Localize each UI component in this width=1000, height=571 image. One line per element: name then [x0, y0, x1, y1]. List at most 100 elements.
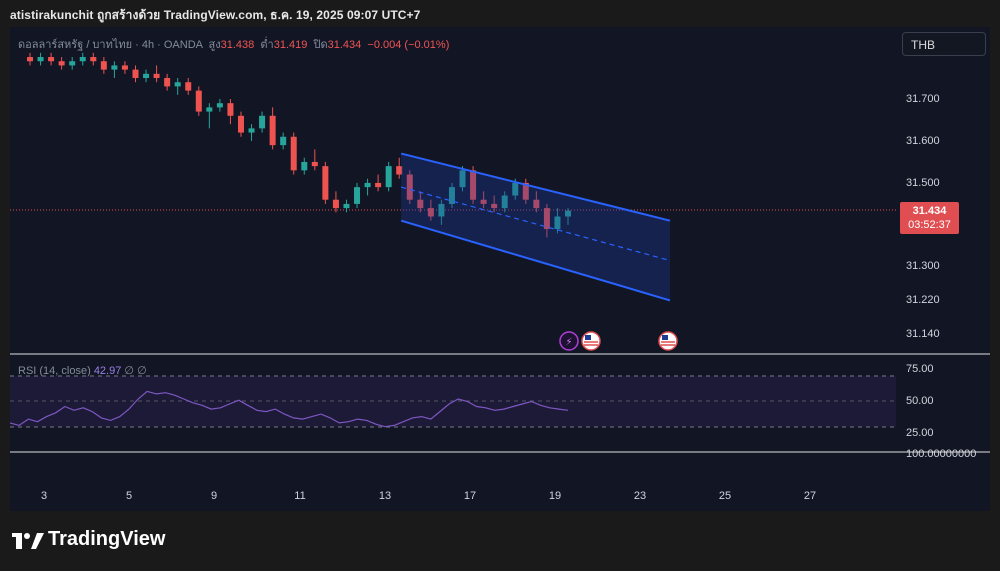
candle-body: [311, 161, 318, 167]
candle-body: [206, 107, 213, 112]
candle-body: [343, 203, 350, 209]
x-tick: 11: [294, 490, 306, 502]
rsi-tick: 25.00: [906, 427, 934, 439]
svg-text:⚡: ⚡: [565, 337, 572, 348]
candle-body: [143, 73, 150, 79]
rsi-value: 42.97: [93, 365, 122, 377]
candle-body: [522, 182, 529, 200]
channel-fill: [401, 153, 670, 301]
x-tick: 23: [633, 490, 647, 502]
candle-body: [554, 216, 561, 230]
chart-panel[interactable]: [10, 27, 990, 511]
chart-caption: atistirakunchit ถูกสร้างด้วย TradingView…: [10, 8, 421, 22]
candle-body: [533, 199, 540, 209]
high-label: สูง: [208, 39, 221, 51]
high-value: 31.438: [220, 39, 255, 51]
candle-body: [111, 65, 118, 70]
price-tick: 31.700: [906, 93, 940, 105]
channel-lower-line[interactable]: [400, 219, 671, 302]
x-tick: 13: [378, 490, 392, 502]
candle-body: [216, 103, 223, 108]
candle-body: [227, 103, 234, 116]
x-tick: 5: [125, 490, 133, 502]
x-tick: 17: [463, 490, 477, 502]
x-tick: 19: [548, 490, 562, 502]
us-flag-icon[interactable]: [658, 331, 678, 351]
tradingview-logo-icon: [12, 533, 44, 549]
rsi-tick: 50.00: [906, 395, 934, 407]
candle-body: [269, 115, 276, 146]
candle-body: [332, 199, 339, 209]
candle-body: [248, 128, 255, 133]
candle-body: [164, 78, 171, 87]
candle-body: [427, 208, 434, 217]
candle-body: [48, 57, 55, 62]
candle-body: [132, 69, 139, 79]
rsi-overflow-tick: 100.00000000: [906, 448, 977, 460]
candle-body: [69, 61, 76, 66]
candle-body: [280, 136, 287, 146]
rsi-extra-2: ∅: [137, 365, 147, 377]
channel-upper-line[interactable]: [400, 152, 671, 222]
candle-body: [491, 203, 498, 209]
candle-body: [27, 57, 33, 62]
low-value: 31.419: [273, 39, 308, 51]
candle-body: [290, 136, 297, 171]
rsi-legend: RSI (14, close) 42.97 ∅ ∅: [18, 364, 147, 377]
rsi-extra-1: ∅: [124, 365, 134, 377]
candle-body: [459, 170, 466, 188]
candle-body: [195, 90, 202, 112]
candle-body: [364, 182, 371, 188]
symbol-legend: ดอลลาร์สหรัฐ / บาทไทย · 4h · OANDA สูง31…: [18, 35, 449, 53]
candle-body: [385, 166, 392, 188]
candle-body: [396, 166, 403, 175]
candle-body: [417, 199, 424, 209]
candle-body: [90, 57, 97, 62]
rsi-line: [9, 390, 569, 428]
candle-body: [480, 199, 487, 204]
candle-body: [501, 195, 508, 209]
candle-body: [100, 61, 107, 70]
event-icon[interactable]: ⚡: [559, 331, 579, 351]
last-price-value: 31.434: [912, 205, 947, 217]
price-tick: 31.300: [906, 260, 940, 272]
change-value: −0.004 (−0.01%): [367, 39, 450, 51]
candle-body: [375, 182, 382, 188]
candle-body: [153, 73, 160, 79]
candle-body: [185, 82, 192, 91]
x-tick: 25: [718, 490, 732, 502]
price-tick: 31.500: [906, 177, 940, 189]
rsi-tick: 75.00: [906, 363, 934, 375]
candle-body: [470, 170, 477, 200]
candle-body: [237, 115, 244, 133]
price-tick: 31.600: [906, 135, 940, 147]
candle-body: [58, 61, 65, 66]
us-flag-icon[interactable]: [581, 331, 601, 351]
price-tick: 31.220: [906, 294, 940, 306]
rsi-title[interactable]: RSI (14, close): [18, 365, 91, 377]
candle-body: [406, 174, 413, 200]
bar-countdown: 03:52:37: [908, 219, 951, 231]
candle-body: [322, 166, 329, 200]
candle-body: [512, 182, 519, 196]
brand-name[interactable]: TradingView: [48, 528, 166, 550]
candle-body: [121, 65, 128, 70]
symbol-name[interactable]: ดอลลาร์สหรัฐ / บาทไทย · 4h · OANDA: [18, 39, 203, 51]
x-tick: 9: [210, 490, 218, 502]
candle-body: [301, 161, 308, 171]
candle-body: [259, 115, 266, 129]
candle-body: [448, 187, 455, 204]
close-value: 31.434: [327, 39, 362, 51]
candle-body: [79, 57, 86, 62]
price-tick: 31.140: [906, 328, 940, 340]
channel-mid-line[interactable]: [401, 186, 671, 262]
close-label: ปิด: [313, 39, 328, 51]
low-label: ต่ำ: [260, 39, 274, 51]
candle-body: [174, 82, 181, 87]
candle-body: [565, 210, 571, 217]
x-tick: 3: [40, 490, 48, 502]
currency-button[interactable]: THB: [902, 32, 986, 56]
candle-body: [354, 187, 361, 204]
x-tick: 27: [803, 490, 817, 502]
